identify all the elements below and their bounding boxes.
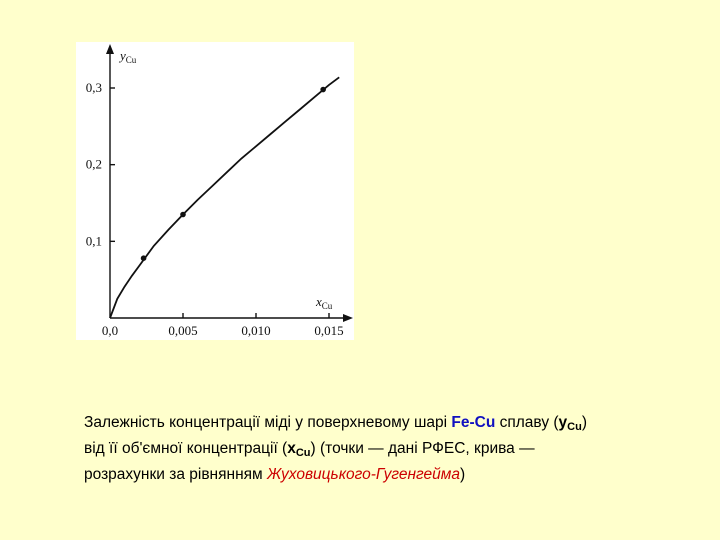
x-tick-label: 0,010 [241,323,270,338]
data-point [140,255,147,261]
caption-text-7: ) [459,466,466,483]
data-point [320,86,326,93]
data-point [180,211,186,218]
chart: yCu xCu 0,0 0,005 0,010 0,015 0,1 0,2 0,3 [86,44,353,338]
caption-text-4: від її об'ємної концентрації ( [84,440,288,457]
x-tick-label: 0,005 [168,323,197,338]
caption-y-var: y [558,414,568,431]
figure-caption: Залежність концентрації міді у поверхнев… [84,412,694,485]
caption-text-3: ) [581,414,588,431]
y-tick-label: 0,3 [86,80,102,95]
caption-y-sub: Cu [567,421,582,433]
caption-text-2: сплаву ( [495,414,559,431]
fit-curve [109,76,340,319]
x-axis-label: xCu [315,294,333,311]
caption-alloy: Fe-Cu [451,414,496,431]
figure-panel: yCu xCu 0,0 0,005 0,010 0,015 0,1 0,2 0,3 [76,42,354,340]
y-axis-arrow [106,44,114,54]
y-axis-label: yCu [118,48,137,65]
caption-equation-name: Жуховицького-Гугенгейма [266,466,460,483]
caption-x-var: x [287,440,296,457]
x-tick-label: 0,015 [314,323,343,338]
x-tick-label: 0,0 [102,323,118,338]
x-axis-arrow [343,314,353,322]
y-tick-label: 0,2 [86,157,102,172]
caption-text-5: ) (точки — дані РФЕС, крива — [310,440,535,457]
y-tick-label: 0,1 [86,233,102,248]
caption-text-1: Залежність концентрації міді у поверхнев… [84,414,452,431]
caption-text-6: розрахунки за рівнянням [84,466,267,483]
caption-x-sub: Cu [295,447,311,459]
